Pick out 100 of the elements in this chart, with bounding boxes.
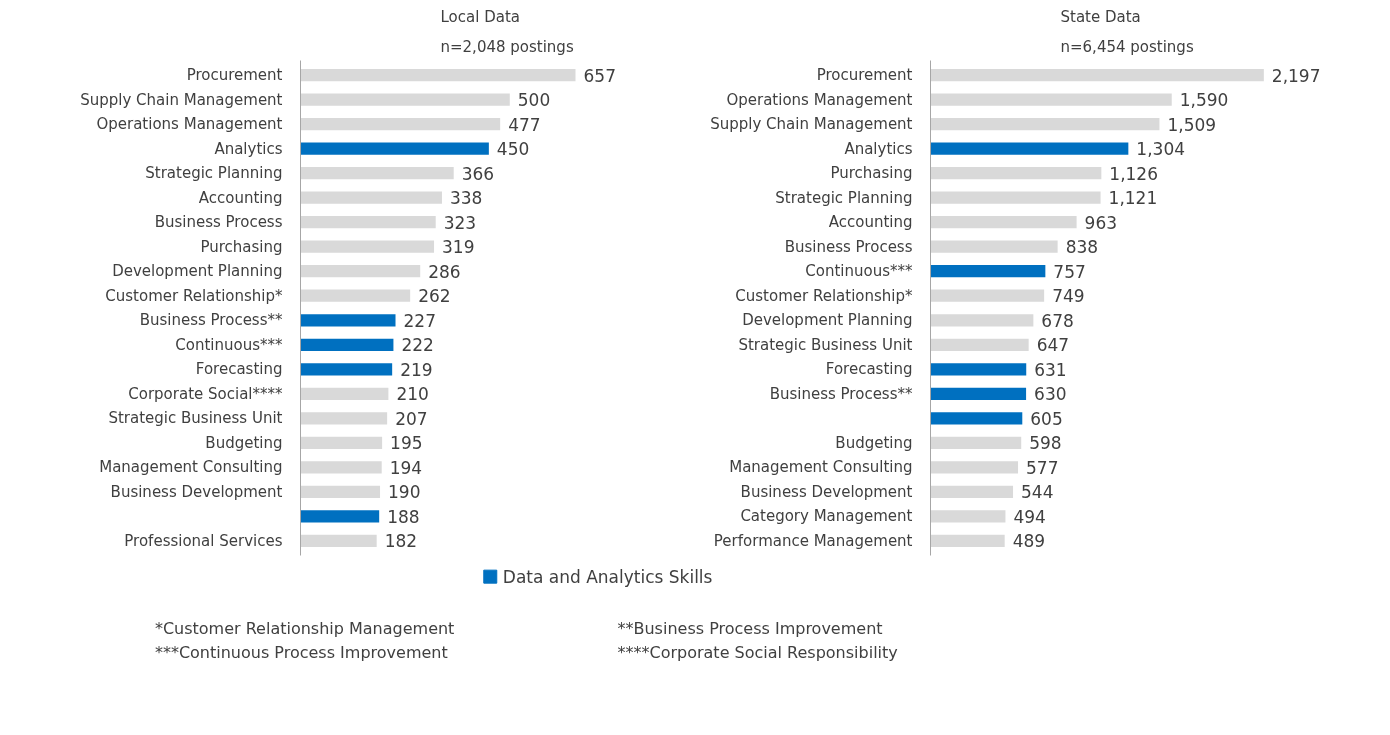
data-label: 1,590 <box>1179 90 1229 111</box>
y-tick-label: Analytics <box>214 139 283 158</box>
y-tick-label: Accounting <box>828 213 913 232</box>
bar <box>930 191 1101 204</box>
data-label: 757 <box>1053 261 1086 282</box>
bar <box>930 338 1029 351</box>
y-tick-label: Development Planning <box>112 262 283 281</box>
data-label: 598 <box>1029 433 1062 454</box>
legend-label: Data and Analytics Skills <box>502 566 713 587</box>
y-tick-label: Analytics <box>844 139 913 158</box>
y-tick-label: Budgeting <box>205 433 283 452</box>
data-label: 207 <box>395 408 428 429</box>
data-label: 210 <box>396 384 429 405</box>
bar <box>300 363 393 376</box>
chart-subtitle: n=2,048 postings <box>440 37 574 56</box>
data-label: 605 <box>1030 408 1063 429</box>
data-label: 1,121 <box>1108 188 1158 209</box>
bar <box>930 118 1160 131</box>
y-tick-label: Supply Chain Management <box>710 115 913 134</box>
y-tick-label: Procurement <box>186 66 283 85</box>
data-label: 577 <box>1026 457 1059 478</box>
y-tick-label: Professional Services <box>124 531 283 550</box>
bar <box>300 338 394 351</box>
y-tick-label: Strategic Business Unit <box>108 409 283 428</box>
data-label: 647 <box>1036 335 1070 356</box>
data-label: 477 <box>508 114 541 135</box>
bar <box>930 436 1022 449</box>
data-label: 338 <box>449 188 483 209</box>
data-label: 1,304 <box>1136 139 1186 160</box>
bar <box>300 436 383 449</box>
y-tick-label: Business Process** <box>139 311 283 330</box>
bar <box>300 289 411 302</box>
data-label: 2,197 <box>1271 65 1321 86</box>
bar <box>930 534 1005 547</box>
y-tick-label: Continuous*** <box>175 335 283 354</box>
y-tick-label: Business Process <box>154 213 283 232</box>
bar <box>300 461 382 474</box>
y-tick-label: Forecasting <box>825 360 913 379</box>
data-label: 195 <box>390 433 423 454</box>
chart-title: Local Data <box>440 7 520 26</box>
data-label: 631 <box>1034 359 1067 380</box>
y-tick-label: Continuous*** <box>805 262 913 281</box>
data-label: 194 <box>389 457 423 478</box>
data-label: 190 <box>388 482 421 503</box>
y-tick-label: Forecasting <box>195 360 283 379</box>
bar <box>300 142 489 155</box>
bar <box>930 167 1102 180</box>
text: ****Corporate Social Responsibility <box>617 643 898 663</box>
bar <box>930 142 1129 155</box>
y-tick-label: Operations Management <box>96 115 283 134</box>
data-label: 544 <box>1021 482 1054 503</box>
y-tick-label: Strategic Business Unit <box>738 335 913 354</box>
y-tick-label: Customer Relationship* <box>105 286 283 305</box>
y-tick-label: Management Consulting <box>99 458 283 477</box>
bar <box>930 363 1027 376</box>
text: ***Continuous Process Improvement <box>154 643 448 663</box>
bar <box>300 118 501 131</box>
bar <box>930 69 1264 82</box>
data-label: 366 <box>461 163 495 184</box>
y-tick-label: Purchasing <box>200 237 283 256</box>
data-label: 222 <box>401 335 434 356</box>
data-label: 838 <box>1065 237 1099 258</box>
bar <box>300 314 396 327</box>
data-label: 219 <box>400 359 433 380</box>
y-tick-label: Development Planning <box>742 311 913 330</box>
bar <box>300 191 442 204</box>
data-label: 1,126 <box>1109 163 1159 184</box>
y-tick-label: Category Management <box>740 507 913 526</box>
data-label: 657 <box>583 65 616 86</box>
bar <box>930 510 1006 523</box>
text: *Customer Relationship Management <box>154 619 455 639</box>
data-label: 323 <box>443 212 477 233</box>
bar <box>300 93 510 106</box>
bar <box>930 461 1019 474</box>
data-label: 494 <box>1013 506 1046 527</box>
y-tick-label: Corporate Social**** <box>128 384 283 403</box>
y-tick-label: Supply Chain Management <box>80 90 283 109</box>
y-tick-label: Operations Management <box>726 90 913 109</box>
data-label: 678 <box>1041 310 1074 331</box>
bar <box>300 412 388 425</box>
data-label: 286 <box>428 261 461 282</box>
data-label: 262 <box>418 286 451 307</box>
chart-title: State Data <box>1060 7 1141 26</box>
bar <box>300 485 381 498</box>
bar <box>300 510 380 523</box>
bar <box>930 240 1058 253</box>
data-label: 749 <box>1052 286 1085 307</box>
y-tick-label: Business Development <box>110 482 283 501</box>
y-tick-label: Procurement <box>816 66 913 85</box>
data-label: 450 <box>496 139 530 160</box>
y-tick-label: Business Development <box>740 482 913 501</box>
data-label: 182 <box>384 531 418 552</box>
bar <box>930 265 1046 278</box>
data-label: 319 <box>442 237 475 258</box>
chart-subtitle: n=6,454 postings <box>1060 37 1194 56</box>
data-label: 500 <box>517 90 551 111</box>
bar <box>930 314 1034 327</box>
text: **Business Process Improvement <box>617 619 883 639</box>
data-label: 963 <box>1084 212 1118 233</box>
data-label: 630 <box>1034 384 1067 405</box>
